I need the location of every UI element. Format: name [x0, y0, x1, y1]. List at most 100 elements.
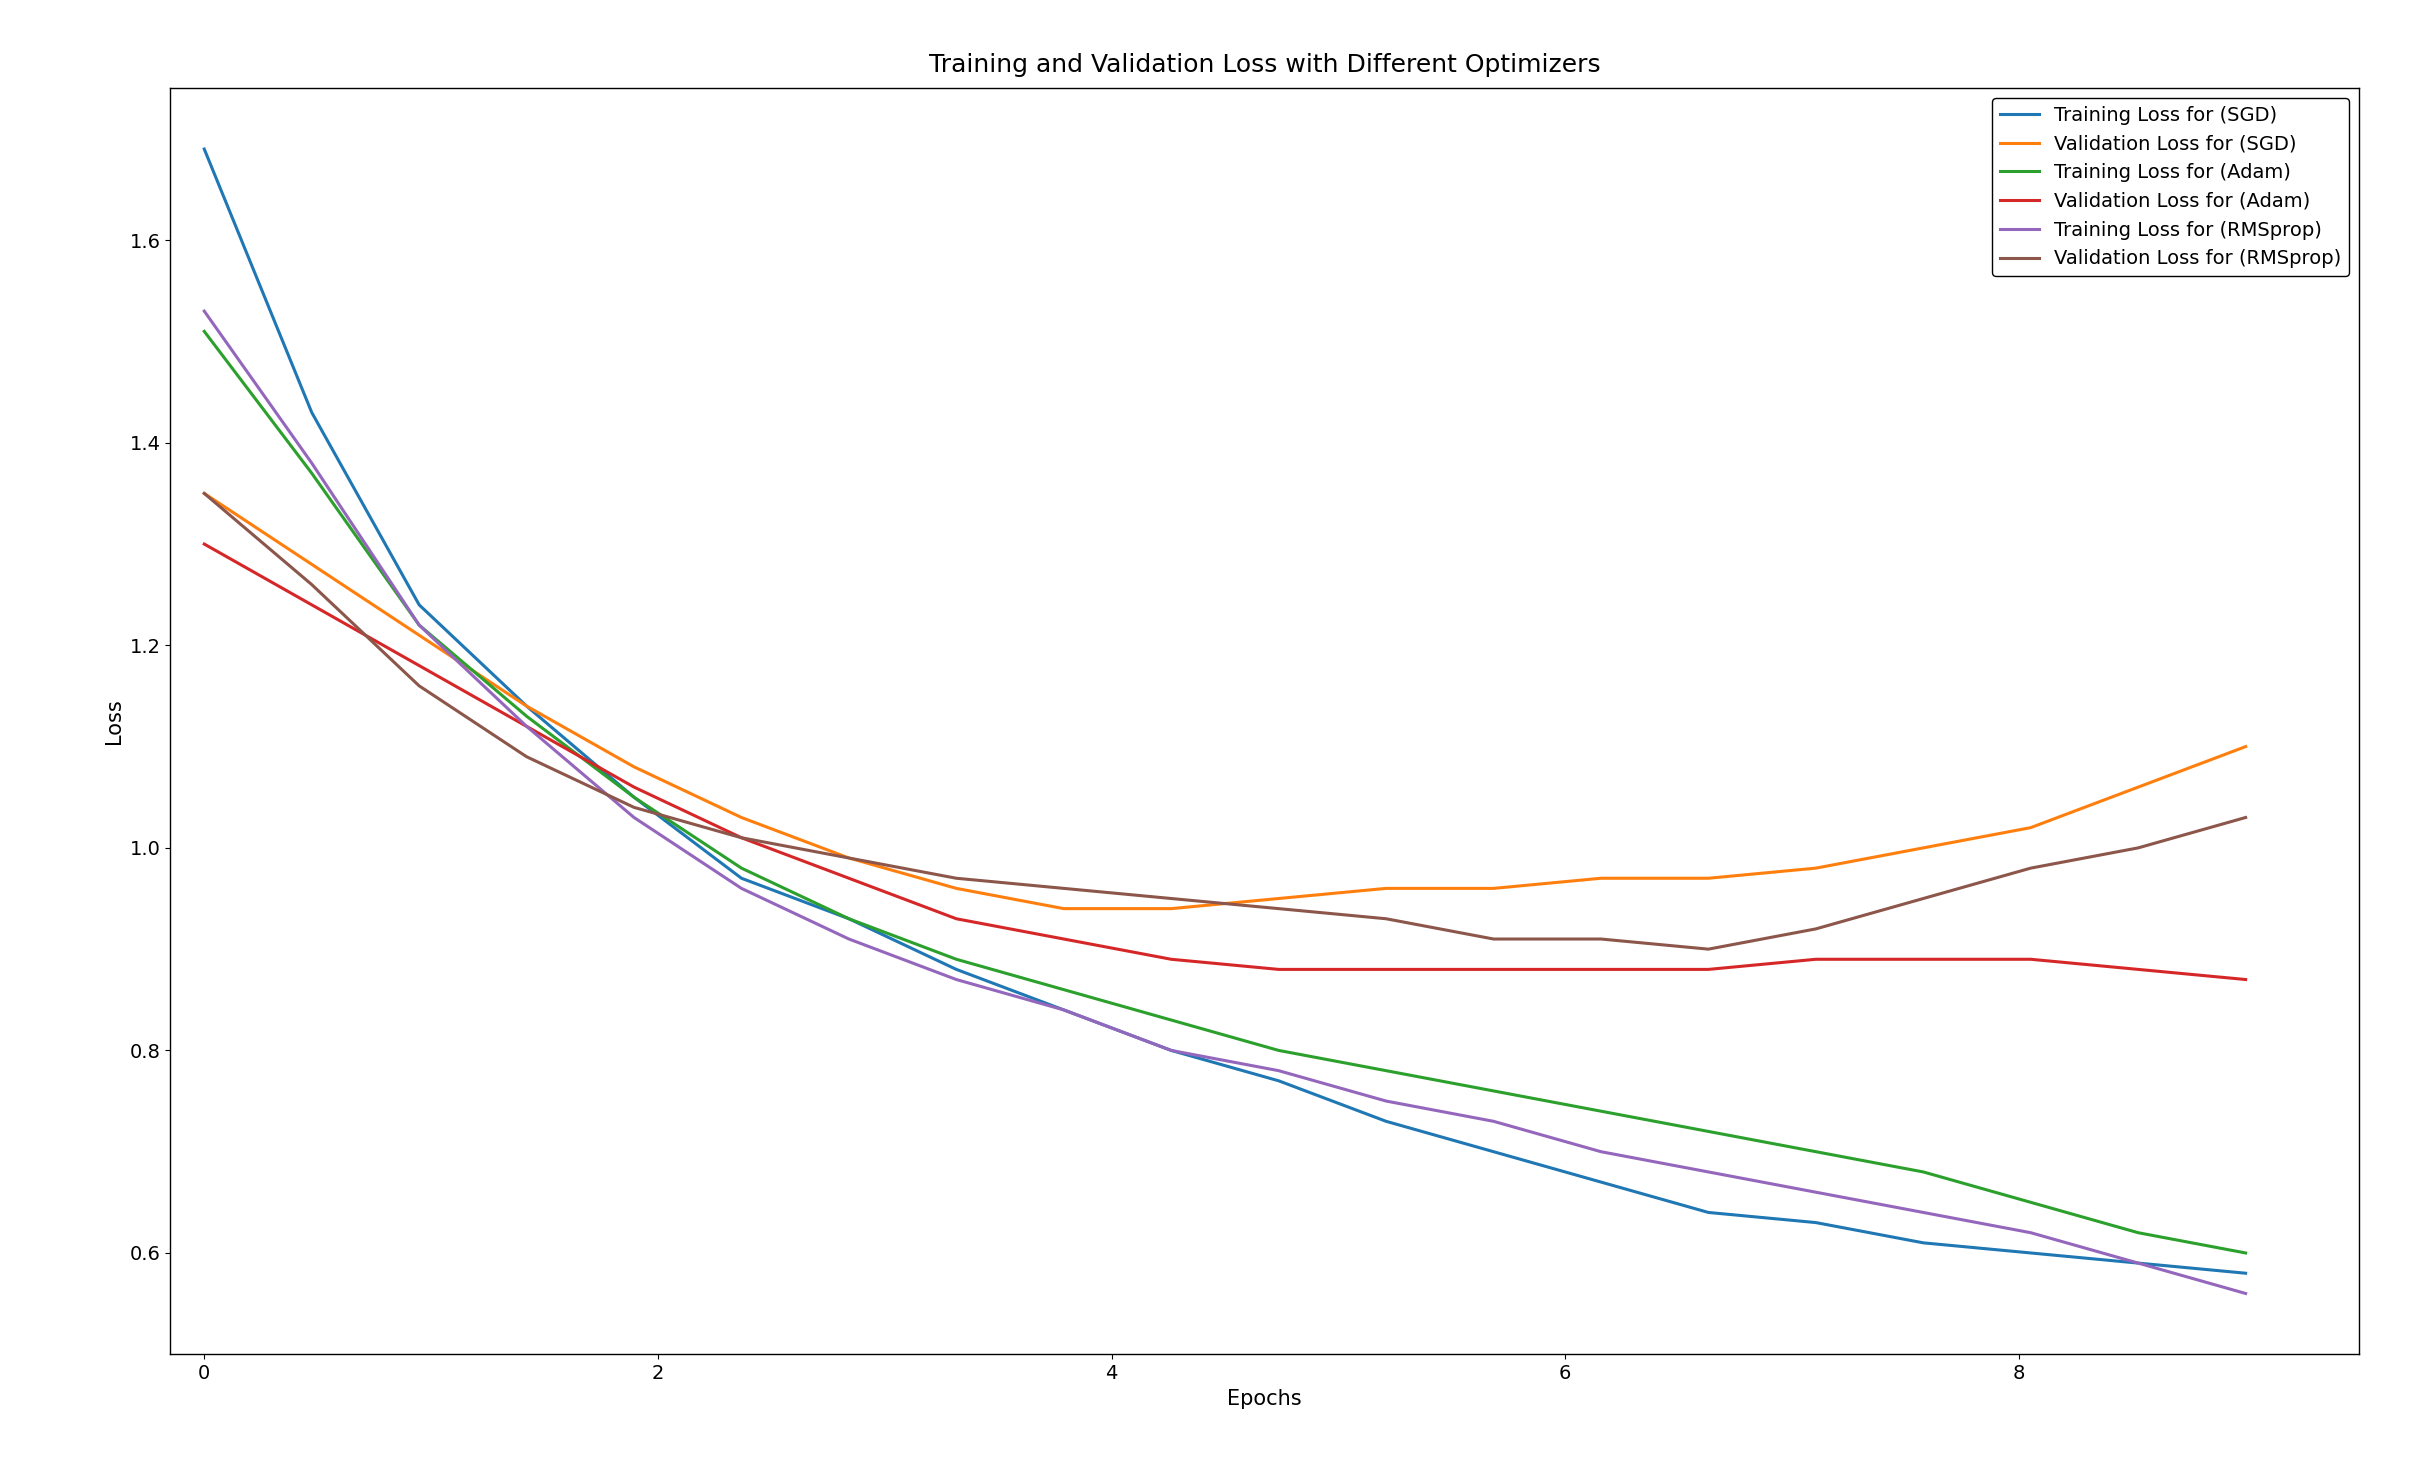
- Training Loss for (SGD): [1479, 1142, 1508, 1160]
- Line: Validation Loss for (Adam): Validation Loss for (Adam): [204, 545, 2245, 979]
- Training Loss for (RMSprop): [1479, 1113, 1508, 1130]
- Training Loss for (RMSprop): [2123, 1254, 2152, 1272]
- Training Loss for (RMSprop): [727, 880, 756, 898]
- Validation Loss for (SGD): [2230, 737, 2259, 755]
- Validation Loss for (RMSprop): [1586, 930, 1615, 948]
- Validation Loss for (SGD): [1372, 880, 1401, 898]
- Validation Loss for (Adam): [297, 596, 326, 614]
- Validation Loss for (Adam): [1265, 961, 1294, 979]
- Validation Loss for (SGD): [941, 880, 970, 898]
- Training Loss for (Adam): [941, 951, 970, 969]
- Validation Loss for (RMSprop): [1802, 920, 1831, 938]
- Training Loss for (SGD): [1158, 1042, 1187, 1060]
- Training Loss for (RMSprop): [1265, 1061, 1294, 1079]
- Training Loss for (SGD): [2123, 1254, 2152, 1272]
- Validation Loss for (RMSprop): [1479, 930, 1508, 948]
- Validation Loss for (RMSprop): [2230, 808, 2259, 826]
- Training Loss for (SGD): [1265, 1072, 1294, 1089]
- Validation Loss for (RMSprop): [404, 677, 433, 695]
- Training Loss for (SGD): [1909, 1234, 1938, 1251]
- Training Loss for (SGD): [1802, 1214, 1831, 1232]
- Validation Loss for (RMSprop): [727, 829, 756, 846]
- Validation Loss for (RMSprop): [1909, 889, 1938, 907]
- Validation Loss for (Adam): [2230, 970, 2259, 988]
- Validation Loss for (RMSprop): [834, 849, 863, 867]
- Training Loss for (RMSprop): [1586, 1142, 1615, 1160]
- Training Loss for (Adam): [1802, 1142, 1831, 1160]
- Training Loss for (Adam): [727, 860, 756, 877]
- Training Loss for (SGD): [297, 403, 326, 421]
- Validation Loss for (RMSprop): [1693, 941, 1722, 958]
- Training Loss for (RMSprop): [1372, 1092, 1401, 1110]
- Validation Loss for (RMSprop): [513, 748, 542, 765]
- Validation Loss for (RMSprop): [2016, 860, 2045, 877]
- Training Loss for (RMSprop): [404, 617, 433, 634]
- Training Loss for (SGD): [941, 961, 970, 979]
- Validation Loss for (SGD): [2016, 818, 2045, 836]
- Training Loss for (Adam): [2230, 1244, 2259, 1262]
- Training Loss for (Adam): [2123, 1223, 2152, 1241]
- Validation Loss for (Adam): [2123, 961, 2152, 979]
- Training Loss for (RMSprop): [2230, 1285, 2259, 1303]
- Validation Loss for (Adam): [1372, 961, 1401, 979]
- Training Loss for (SGD): [513, 698, 542, 715]
- Training Loss for (Adam): [404, 617, 433, 634]
- Training Loss for (Adam): [513, 708, 542, 726]
- Validation Loss for (RMSprop): [1048, 880, 1077, 898]
- Training Loss for (SGD): [727, 870, 756, 888]
- Validation Loss for (Adam): [2016, 951, 2045, 969]
- Validation Loss for (Adam): [1693, 961, 1722, 979]
- Validation Loss for (SGD): [404, 627, 433, 645]
- Validation Loss for (RMSprop): [297, 576, 326, 593]
- Validation Loss for (SGD): [1158, 899, 1187, 917]
- Training Loss for (RMSprop): [620, 808, 649, 826]
- Training Loss for (Adam): [2016, 1194, 2045, 1211]
- Validation Loss for (Adam): [404, 657, 433, 674]
- Training Loss for (RMSprop): [1048, 1001, 1077, 1019]
- Validation Loss for (SGD): [297, 555, 326, 573]
- Title: Training and Validation Loss with Different Optimizers: Training and Validation Loss with Differ…: [929, 53, 1600, 77]
- Validation Loss for (Adam): [1048, 930, 1077, 948]
- Training Loss for (SGD): [404, 596, 433, 614]
- Training Loss for (RMSprop): [513, 717, 542, 735]
- Training Loss for (Adam): [1586, 1103, 1615, 1120]
- Training Loss for (RMSprop): [297, 455, 326, 473]
- Training Loss for (SGD): [620, 789, 649, 807]
- Training Loss for (Adam): [1479, 1082, 1508, 1100]
- Validation Loss for (Adam): [941, 910, 970, 927]
- Legend: Training Loss for (SGD), Validation Loss for (SGD), Training Loss for (Adam), Va: Training Loss for (SGD), Validation Loss…: [1992, 99, 2349, 277]
- Validation Loss for (RMSprop): [1265, 899, 1294, 917]
- Validation Loss for (Adam): [1802, 951, 1831, 969]
- Training Loss for (SGD): [1372, 1113, 1401, 1130]
- Validation Loss for (SGD): [1479, 880, 1508, 898]
- Validation Loss for (SGD): [1909, 839, 1938, 857]
- Validation Loss for (SGD): [1048, 899, 1077, 917]
- Line: Training Loss for (RMSprop): Training Loss for (RMSprop): [204, 311, 2245, 1294]
- Training Loss for (RMSprop): [1158, 1042, 1187, 1060]
- Validation Loss for (SGD): [2123, 779, 2152, 796]
- Line: Validation Loss for (SGD): Validation Loss for (SGD): [204, 493, 2245, 908]
- Training Loss for (SGD): [1048, 1001, 1077, 1019]
- Validation Loss for (SGD): [1586, 870, 1615, 888]
- Validation Loss for (Adam): [620, 779, 649, 796]
- Validation Loss for (SGD): [1265, 889, 1294, 907]
- Training Loss for (RMSprop): [1802, 1183, 1831, 1201]
- Y-axis label: Loss: Loss: [105, 698, 124, 745]
- Validation Loss for (RMSprop): [941, 870, 970, 888]
- Training Loss for (SGD): [834, 910, 863, 927]
- Validation Loss for (Adam): [1479, 961, 1508, 979]
- Validation Loss for (SGD): [1693, 870, 1722, 888]
- Training Loss for (SGD): [1586, 1173, 1615, 1191]
- Training Loss for (Adam): [620, 789, 649, 807]
- Validation Loss for (Adam): [190, 536, 219, 553]
- Validation Loss for (RMSprop): [1372, 910, 1401, 927]
- Validation Loss for (SGD): [620, 758, 649, 776]
- Validation Loss for (RMSprop): [1158, 889, 1187, 907]
- Training Loss for (RMSprop): [941, 970, 970, 988]
- Validation Loss for (Adam): [513, 717, 542, 735]
- Training Loss for (RMSprop): [190, 302, 219, 319]
- Validation Loss for (Adam): [1586, 961, 1615, 979]
- Validation Loss for (Adam): [834, 870, 863, 888]
- Validation Loss for (SGD): [513, 698, 542, 715]
- Training Loss for (SGD): [2230, 1264, 2259, 1282]
